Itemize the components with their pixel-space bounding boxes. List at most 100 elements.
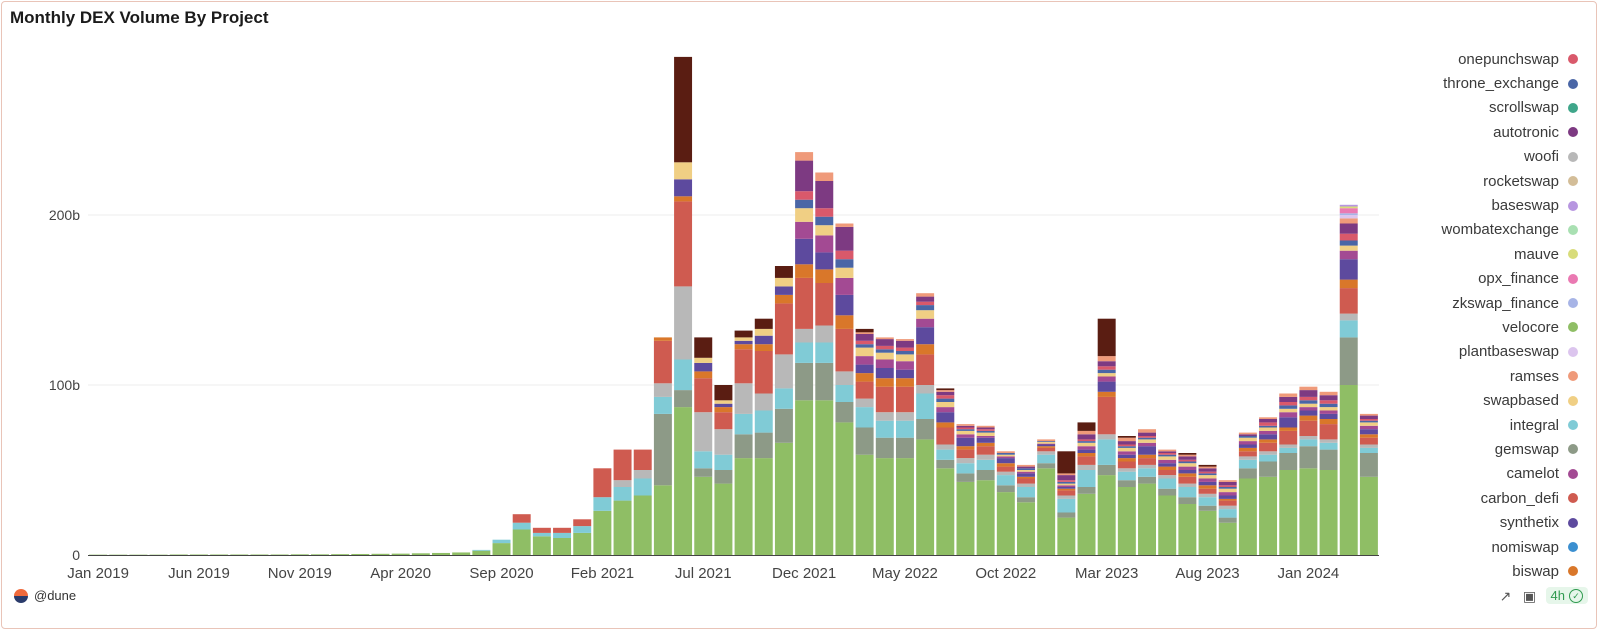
bar-segment — [351, 553, 370, 555]
bar-segment — [1238, 451, 1257, 457]
bar-segment — [1259, 439, 1278, 443]
bar-segment — [694, 362, 713, 372]
bar-segment — [936, 444, 955, 450]
bar-segment — [875, 458, 894, 555]
legend-item[interactable]: onepunchswap — [1328, 47, 1578, 71]
legend-item[interactable]: biswap — [1328, 559, 1578, 583]
bar-segment — [674, 286, 693, 360]
legend-item[interactable]: synthetix — [1328, 510, 1578, 534]
bar-segment — [694, 378, 713, 413]
bar-segment — [1057, 487, 1076, 489]
bar-segment — [1218, 495, 1237, 499]
legend-item[interactable]: zkswap_finance — [1328, 291, 1578, 315]
bar-segment — [674, 390, 693, 408]
bar-segment — [1158, 478, 1177, 489]
legend-label: scrollswap — [1488, 99, 1559, 117]
bar-segment — [1077, 449, 1096, 453]
bar-segment — [1279, 412, 1298, 418]
page-title: Monthly DEX Volume By Project — [10, 8, 269, 27]
legend-item[interactable]: baseswap — [1328, 193, 1578, 217]
bar-segment — [996, 456, 1015, 459]
bar-segment — [996, 453, 1015, 455]
bar-segment — [1319, 403, 1338, 408]
bar-segment — [774, 354, 793, 389]
legend-item[interactable]: wombatexchange — [1328, 218, 1578, 242]
legend-item[interactable]: carbon_defi — [1328, 486, 1578, 510]
bar-segment — [1138, 446, 1157, 455]
bar-segment — [895, 437, 914, 459]
legend-item[interactable]: ramses — [1328, 364, 1578, 388]
legend-label: mauve — [1513, 245, 1559, 263]
legend-item[interactable]: gemswap — [1328, 437, 1578, 461]
bar-segment — [1218, 500, 1237, 506]
bar-segment — [1037, 447, 1056, 452]
bar-segment — [1359, 419, 1378, 421]
bar-segment — [996, 458, 1015, 464]
legend-dot-icon — [1568, 371, 1578, 382]
legend-item[interactable]: nomiswap — [1328, 535, 1578, 559]
link-icon[interactable]: ↗ — [1499, 587, 1512, 604]
x-tick-label: Mar 2023 — [1075, 565, 1138, 582]
legend-item[interactable]: rocketswap — [1328, 169, 1578, 193]
bar-segment — [492, 539, 511, 544]
legend-item[interactable]: throne_exchange — [1328, 71, 1578, 95]
bar-segment — [895, 386, 914, 413]
legend-item[interactable]: autotronic — [1328, 120, 1578, 144]
brand-label: @dune — [34, 588, 77, 603]
legend-label: rocketswap — [1483, 172, 1559, 190]
bar-segment — [1017, 476, 1035, 479]
bar-segment — [1218, 487, 1237, 489]
legend-item[interactable]: woofi — [1328, 145, 1578, 169]
bar-segment — [875, 386, 894, 413]
legend-item[interactable]: swapbased — [1328, 388, 1578, 412]
bar-segment — [875, 412, 894, 421]
dune-logo-icon — [14, 588, 28, 603]
legend-label: ramses — [1509, 367, 1559, 385]
bar-segment — [1017, 466, 1035, 469]
bar-segment — [1138, 436, 1157, 438]
bar-segment — [1178, 497, 1197, 504]
bar-segment — [1218, 492, 1237, 496]
legend-dot-icon — [1568, 102, 1578, 113]
bar-segment — [129, 554, 148, 556]
bar-segment — [633, 478, 652, 496]
bar-segment — [149, 554, 168, 556]
bar-segment — [270, 554, 289, 556]
bar-segment — [1238, 444, 1257, 448]
bar-segment — [1359, 413, 1378, 416]
brand[interactable]: @dune — [14, 588, 76, 603]
freshness-badge[interactable]: 4h ✓ — [1545, 587, 1588, 604]
legend-item[interactable]: plantbaseswap — [1328, 340, 1578, 364]
bar-segment — [1259, 417, 1278, 419]
legend-item[interactable]: integral — [1328, 413, 1578, 437]
legend-item[interactable]: scrollswap — [1328, 96, 1578, 120]
legend-dot-icon — [1568, 249, 1578, 260]
bar-segment — [1339, 250, 1358, 260]
bar-segment — [774, 294, 793, 304]
bar-segment — [1158, 453, 1177, 455]
bar-segment — [674, 179, 693, 197]
camera-icon[interactable]: ▣ — [1522, 587, 1537, 604]
bar-segment — [936, 398, 955, 402]
bar-segment — [1077, 464, 1096, 470]
bar-segment — [1057, 475, 1076, 481]
bar-segment — [754, 335, 773, 345]
legend-item[interactable]: opx_finance — [1328, 267, 1578, 291]
legend-dot-icon — [1568, 493, 1578, 504]
bar-segment — [1077, 487, 1096, 494]
bar-segment — [573, 532, 592, 555]
bar-segment — [1238, 447, 1257, 452]
bar-segment — [553, 527, 572, 533]
legend-dot-icon — [1568, 273, 1578, 284]
bar-segment — [996, 492, 1015, 555]
bar-segment — [734, 340, 753, 345]
bar-segment — [189, 554, 208, 556]
legend-item[interactable]: mauve — [1328, 242, 1578, 266]
legend-dot-icon — [1568, 176, 1578, 187]
bar-segment — [1359, 420, 1378, 423]
bar-segment — [754, 458, 773, 555]
bar-segment — [976, 446, 995, 455]
legend-item[interactable]: velocore — [1328, 315, 1578, 339]
bar-segment — [694, 337, 713, 358]
legend-item[interactable]: camelot — [1328, 462, 1578, 486]
